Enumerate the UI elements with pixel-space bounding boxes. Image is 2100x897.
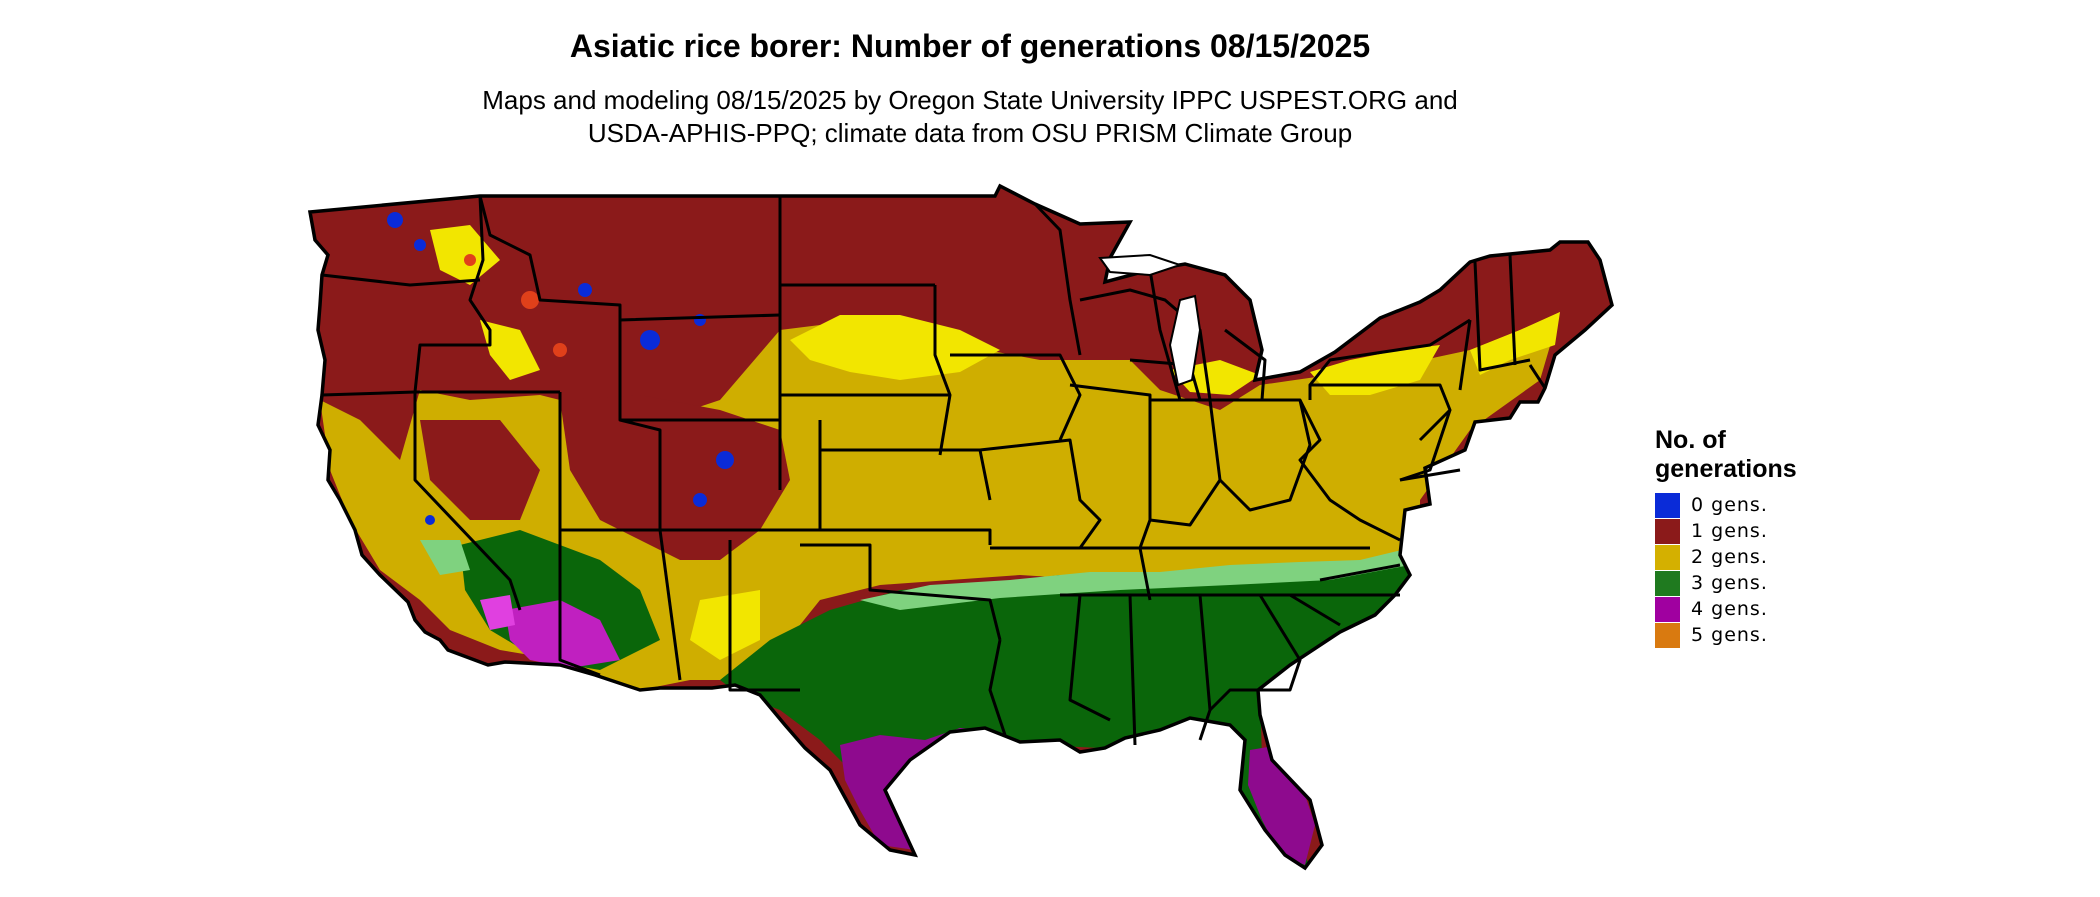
fill-gen4-arizona: [505, 600, 620, 668]
fill-gen0-pocket: [693, 493, 707, 507]
legend-label-5: 5 gens.: [1691, 624, 1768, 646]
fill-gen0-pocket: [578, 283, 592, 297]
legend-label-2: 2 gens.: [1691, 546, 1768, 568]
fill-gen2-light-plains: [790, 315, 1000, 380]
fill-gen0-pocket: [425, 515, 435, 525]
fill-gen4-florida: [1248, 745, 1315, 865]
fill-gen4-texas: [840, 728, 990, 850]
legend-swatch-1: [1655, 518, 1680, 544]
legend-item-0: 0 gens.: [1655, 492, 1955, 518]
legend-item-1: 1 gens.: [1655, 518, 1955, 544]
map-subtitle: Maps and modeling 08/15/2025 by Oregon S…: [0, 84, 1940, 150]
fill-gen3-light-southwest: [420, 540, 470, 575]
legend-title-line-2: generations: [1655, 455, 1797, 483]
fill-gen2-light-southwest: [690, 590, 760, 660]
legend-label-0: 0 gens.: [1691, 494, 1768, 516]
fill-gen3-light-fringe: [860, 548, 1410, 610]
legend-swatch-4: [1655, 596, 1680, 622]
subtitle-line-1: Maps and modeling 08/15/2025 by Oregon S…: [482, 85, 1458, 115]
fill-gen0-pocket: [640, 330, 660, 350]
legend-title-line-1: No. of: [1655, 426, 1726, 454]
fill-gen1-rockies: [560, 395, 790, 560]
state-borders: [321, 195, 1547, 746]
fill-gen0-pocket: [387, 212, 403, 228]
fill-gen0-pocket: [694, 314, 706, 326]
fill-gen4-light-arizona: [480, 595, 515, 630]
lake-superior: [1098, 253, 1184, 277]
legend-label-4: 4 gens.: [1691, 598, 1768, 620]
map-title: Asiatic rice borer: Number of generation…: [569, 28, 1371, 64]
legend-label-3: 3 gens.: [1691, 572, 1768, 594]
fill-gen3-south: [720, 545, 1425, 868]
lake-michigan: [1168, 294, 1202, 387]
legend-item-3: 3 gens.: [1655, 570, 1955, 596]
subtitle-line-2: USDA-APHIS-PPQ; climate data from OSU PR…: [587, 118, 1353, 148]
fill-gen1-light-speck: [521, 291, 539, 309]
fill-gen0-pocket: [414, 239, 426, 251]
legend-swatch-3: [1655, 570, 1680, 596]
legend-item-5: 5 gens.: [1655, 622, 1955, 648]
legend-item-4: 4 gens.: [1655, 596, 1955, 622]
fill-gen1-light-speck: [553, 343, 567, 357]
legend: No. of generations 0 gens. 1 gens. 2 gen…: [1655, 426, 1955, 648]
legend-swatch-2: [1655, 544, 1680, 570]
fill-gen0-pocket: [716, 451, 734, 469]
legend-swatch-5: [1655, 622, 1680, 648]
fill-gen2-light-northwest: [480, 320, 540, 380]
legend-title: No. of generations: [1655, 426, 1955, 484]
fill-gen1-light-speck: [464, 254, 476, 266]
legend-swatch-0: [1655, 492, 1680, 518]
fill-gen2-light-northeast: [1310, 345, 1440, 395]
fill-gen1-greatbasin: [420, 420, 540, 520]
legend-label-1: 1 gens.: [1691, 520, 1768, 542]
legend-item-2: 2 gens.: [1655, 544, 1955, 570]
